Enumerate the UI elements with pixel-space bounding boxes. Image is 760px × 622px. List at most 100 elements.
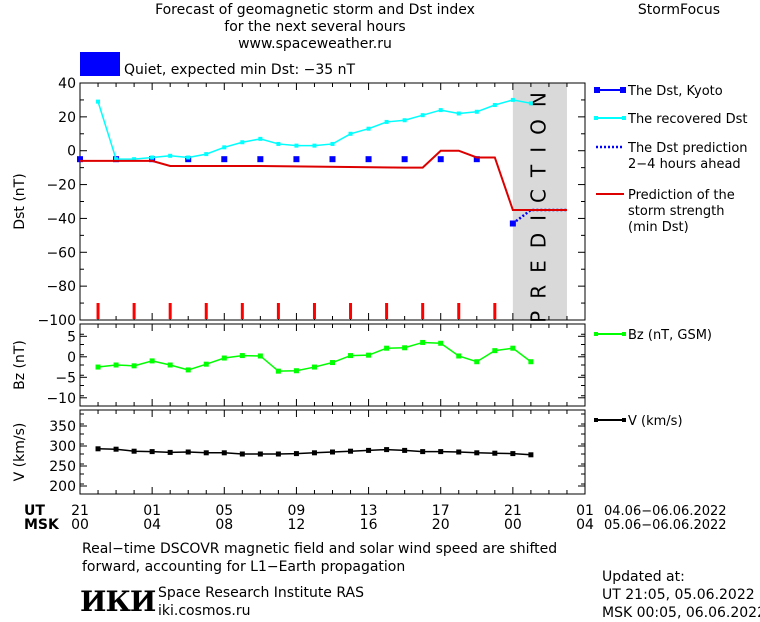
ut-tick-label: 01 <box>143 503 161 519</box>
velocity-point <box>510 451 516 457</box>
recovered-dst-line <box>97 99 532 160</box>
status-text: Quiet, expected min Dst: −35 nT <box>124 62 356 78</box>
ut-date-range: 04.06−06.06.2022 <box>604 504 727 519</box>
recovered-dst-point <box>312 143 317 148</box>
bz-point <box>348 353 354 359</box>
msk-tick-label: 08 <box>215 517 233 533</box>
bz-point <box>528 359 534 365</box>
ut-tick-label: 01 <box>576 503 594 519</box>
velocity-point <box>456 449 462 455</box>
bz-point <box>384 345 390 351</box>
legend-dst-prediction-label: The Dst prediction <box>627 141 748 156</box>
y-tick-label: −40 <box>46 211 76 227</box>
recovered-dst-point <box>222 145 227 150</box>
bz-point <box>257 353 263 359</box>
dst-kyoto-point <box>77 156 83 163</box>
y-tick-label: 5 <box>67 329 76 345</box>
bz-point <box>275 368 281 374</box>
velocity-point <box>384 447 390 453</box>
legend-velocity-swatch <box>594 418 598 422</box>
recovered-dst-point <box>96 99 101 104</box>
recovered-dst-point <box>474 109 479 114</box>
legend-storm-strength-label: Prediction of the <box>628 188 735 203</box>
velocity-point <box>131 448 137 454</box>
legend-recovered-dst-label: The recovered Dst <box>627 112 747 127</box>
bz-point <box>113 362 119 368</box>
recovered-dst-point <box>204 152 209 157</box>
recovered-dst-point <box>168 153 173 158</box>
velocity-point <box>257 451 263 457</box>
y-tick-label: −10 <box>46 391 76 407</box>
note-line-1: Real−time DSCOVR magnetic field and sola… <box>82 541 558 557</box>
legend-storm-strength-label: storm strength <box>628 204 725 219</box>
ut-tick-label: 17 <box>432 503 450 519</box>
ut-tick-label: 05 <box>215 503 233 519</box>
bz-point <box>366 352 372 358</box>
recovered-dst-point <box>150 155 155 160</box>
legend-bz-swatch <box>594 332 598 336</box>
title-line-3: www.spaceweather.ru <box>238 36 392 52</box>
y-tick-label: 250 <box>49 459 76 475</box>
recovered-dst-point <box>492 103 497 108</box>
dst-kyoto-point <box>365 156 372 163</box>
dst-kyoto-point <box>329 156 336 163</box>
updated-msk: MSK 00:05, 06.06.2022 <box>602 605 760 621</box>
recovered-dst-point <box>132 157 137 162</box>
y-tick-label: 350 <box>49 419 76 435</box>
institute-name: Space Research Institute RAS <box>158 585 364 601</box>
bz-point <box>330 360 335 366</box>
y-tick-label: 0 <box>67 350 76 366</box>
status-indicator <box>80 52 120 76</box>
legend-velocity-label: V (km/s) <box>628 414 683 429</box>
legend-dst-kyoto-swatch <box>620 87 626 93</box>
msk-tick-label: 04 <box>576 517 594 533</box>
updated-label: Updated at: <box>602 569 685 585</box>
dst-kyoto-point <box>401 156 408 163</box>
ut-label: UT <box>24 503 45 519</box>
velocity-point <box>366 447 372 453</box>
msk-date-range: 05.06−06.06.2022 <box>604 518 727 533</box>
velocity-point <box>402 447 408 453</box>
velocity-point <box>95 446 101 452</box>
bz-point <box>510 345 516 351</box>
dst-kyoto-point <box>473 156 480 163</box>
velocity-point <box>113 446 119 452</box>
velocity-point <box>438 449 444 455</box>
bz-point <box>311 364 317 370</box>
legend-dst-prediction-label: 2−4 hours ahead <box>628 157 741 172</box>
y-tick-label: 40 <box>58 76 76 92</box>
note-line-2: forward, accounting for L1−Earth propaga… <box>82 559 406 575</box>
y-tick-label: −20 <box>46 178 76 194</box>
msk-label: MSK <box>24 517 60 533</box>
y-tick-label: −100 <box>38 313 76 329</box>
recovered-dst-point <box>402 118 407 123</box>
legend-bz-swatch <box>622 332 626 336</box>
recovered-dst-point <box>528 101 533 106</box>
velocity-point <box>149 449 155 455</box>
recovered-dst-point <box>240 140 245 145</box>
dst-kyoto-point <box>257 156 264 163</box>
dst-kyoto-point <box>221 156 228 163</box>
msk-tick-label: 00 <box>504 517 522 533</box>
prediction-region <box>512 83 567 320</box>
iki-logo: ИКИ <box>80 585 156 618</box>
velocity-point <box>221 450 227 456</box>
recovered-dst-point <box>330 141 335 146</box>
velocity-point <box>528 452 534 458</box>
y-axis-label: Bz (nT) <box>12 340 28 390</box>
recovered-dst-point <box>438 108 443 113</box>
recovered-dst-point <box>510 97 515 102</box>
legend-storm-strength-label: (min Dst) <box>628 220 689 235</box>
bz-point <box>167 362 173 368</box>
legend-velocity-swatch <box>622 418 626 422</box>
velocity-point <box>311 450 317 456</box>
recovered-dst-point <box>294 143 299 148</box>
y-tick-label: 20 <box>58 110 76 126</box>
storm-strength-line <box>80 149 567 211</box>
dst-kyoto-point <box>293 156 300 163</box>
bz-point <box>185 367 191 373</box>
msk-tick-label: 20 <box>432 517 450 533</box>
bz-point <box>95 364 101 370</box>
velocity-point <box>203 450 209 456</box>
bz-point <box>456 353 462 359</box>
